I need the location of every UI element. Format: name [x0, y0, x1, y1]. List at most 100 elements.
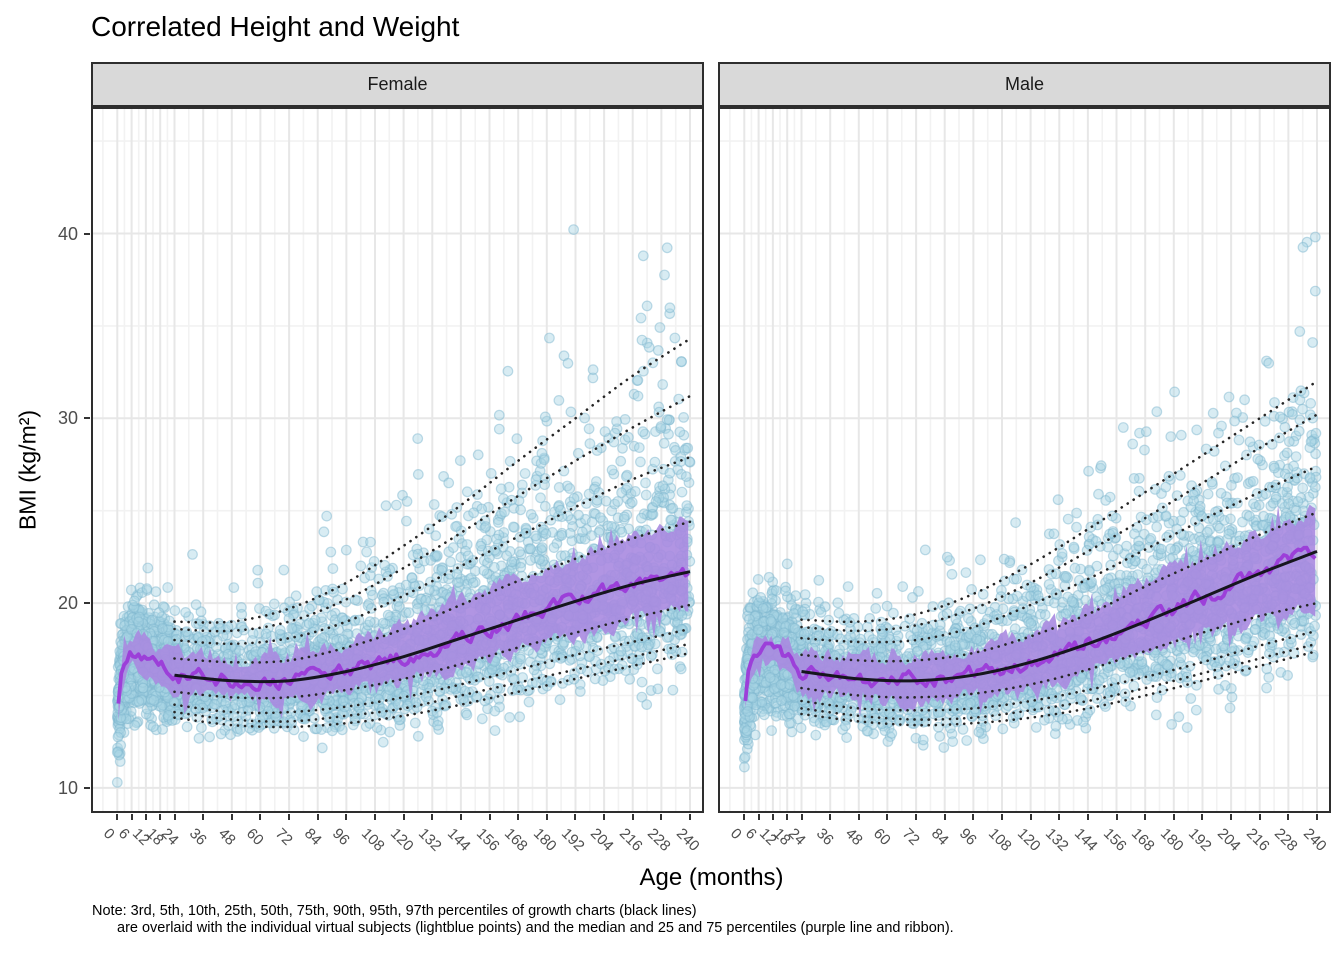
x-tick-label: 120 — [1013, 825, 1044, 855]
percentile-curve-p10 — [800, 629, 1319, 712]
y-tick-mark — [84, 417, 90, 420]
x-tick-label: 240 — [1299, 825, 1330, 855]
x-tick-mark — [631, 814, 634, 820]
percentile-curve-p75 — [173, 520, 692, 664]
y-tick-label: 30 — [57, 408, 78, 429]
x-tick-label: 168 — [1128, 825, 1158, 855]
x-tick-mark — [857, 814, 860, 820]
x-tick-label: 48 — [841, 825, 866, 849]
percentile-curve-p10 — [173, 627, 692, 715]
x-tick-label: 156 — [472, 825, 503, 855]
x-tick-label: 180 — [529, 825, 560, 855]
x-tick-mark — [786, 814, 789, 820]
x-tick-mark — [459, 814, 462, 820]
x-tick-label: 84 — [300, 825, 325, 849]
x-tick-label: 192 — [558, 825, 589, 855]
x-tick-mark — [1316, 814, 1318, 820]
x-tick-label: 60 — [870, 825, 895, 849]
percentile-curve-p3 — [800, 649, 1319, 727]
percentile-curve-p95 — [173, 394, 692, 633]
x-tick-mark — [1000, 814, 1003, 820]
percentile-curve-p50 — [801, 550, 1318, 683]
percentile-curve-p25 — [173, 603, 692, 700]
x-tick-mark — [1287, 814, 1290, 820]
x-tick-label: 108 — [357, 825, 388, 855]
x-tick-label: 84 — [927, 825, 952, 849]
x-tick-label: 132 — [415, 825, 445, 855]
x-axis-title: Age (months) — [639, 864, 784, 891]
x-tick-label: 108 — [984, 825, 1015, 855]
x-tick-mark — [972, 814, 975, 820]
x-tick-mark — [259, 814, 262, 820]
percentile-curve-p90 — [173, 455, 692, 646]
x-tick-mark — [800, 814, 803, 820]
facet-strip-female: Female — [91, 62, 704, 107]
x-tick-label: 204 — [1214, 825, 1244, 855]
facet-strip-male: Male — [718, 62, 1331, 107]
x-tick-mark — [230, 814, 233, 820]
caption-note-line1: Note: 3rd, 5th, 10th, 25th, 50th, 75th, … — [92, 903, 697, 919]
x-tick-mark — [574, 814, 577, 820]
x-tick-mark — [1258, 814, 1261, 820]
panel-male — [718, 107, 1331, 813]
x-tick-mark — [545, 814, 548, 820]
x-tick-label: 132 — [1042, 825, 1072, 855]
x-tick-mark — [1115, 814, 1118, 820]
iqr-ribbon — [745, 504, 1316, 718]
x-tick-label: 36 — [186, 825, 210, 849]
percentile-curve-p97 — [800, 380, 1319, 624]
x-tick-label: 48 — [214, 825, 239, 849]
percentile-curve-p50 — [174, 570, 691, 684]
x-tick-label: 72 — [272, 825, 296, 849]
percentile-curve-p5 — [173, 642, 692, 723]
x-tick-label: 240 — [672, 825, 703, 855]
x-tick-mark — [517, 814, 520, 820]
x-tick-mark — [431, 814, 434, 820]
x-tick-mark — [116, 814, 119, 820]
x-tick-mark — [402, 814, 405, 820]
percentile-curve-p5 — [800, 642, 1319, 721]
x-tick-mark — [743, 814, 746, 820]
x-tick-mark — [288, 814, 291, 820]
x-tick-label: 96 — [956, 825, 981, 849]
x-tick-mark — [488, 814, 491, 820]
x-tick-mark — [316, 814, 319, 820]
panel-female — [91, 107, 704, 813]
x-tick-mark — [660, 814, 663, 820]
x-tick-label: 216 — [1242, 825, 1273, 855]
x-tick-mark — [757, 814, 760, 820]
x-tick-mark — [915, 814, 918, 820]
x-tick-label: 156 — [1099, 825, 1130, 855]
caption-note-line2: are overlaid with the individual virtual… — [117, 920, 954, 936]
x-tick-mark — [886, 814, 889, 820]
percentile-curve-p75 — [800, 511, 1319, 663]
x-tick-label: 168 — [501, 825, 531, 855]
x-tick-label: 6 — [114, 825, 133, 843]
x-tick-mark — [1144, 814, 1147, 820]
x-tick-label: 24 — [784, 825, 809, 849]
x-tick-mark — [1058, 814, 1061, 820]
x-tick-label: 144 — [1070, 825, 1101, 855]
x-tick-mark — [130, 814, 133, 820]
x-tick-label: 0 — [727, 825, 746, 843]
x-tick-label: 24 — [157, 825, 182, 849]
y-tick-mark — [84, 232, 90, 235]
x-tick-mark — [829, 814, 832, 820]
y-tick-mark — [84, 602, 90, 605]
x-tick-mark — [202, 814, 205, 820]
x-tick-label: 144 — [443, 825, 474, 855]
x-tick-mark — [1230, 814, 1233, 820]
x-tick-mark — [1086, 814, 1089, 820]
x-tick-label: 180 — [1156, 825, 1187, 855]
x-tick-label: 72 — [899, 825, 923, 849]
x-tick-label: 0 — [100, 825, 119, 843]
x-tick-mark — [689, 814, 691, 820]
x-tick-label: 36 — [813, 825, 837, 849]
x-tick-mark — [159, 814, 162, 820]
y-tick-mark — [84, 786, 90, 789]
caption-note: Note: 3rd, 5th, 10th, 25th, 50th, 75th, … — [92, 903, 954, 937]
x-tick-label: 228 — [644, 825, 675, 855]
x-tick-mark — [771, 814, 774, 820]
x-tick-mark — [345, 814, 348, 820]
